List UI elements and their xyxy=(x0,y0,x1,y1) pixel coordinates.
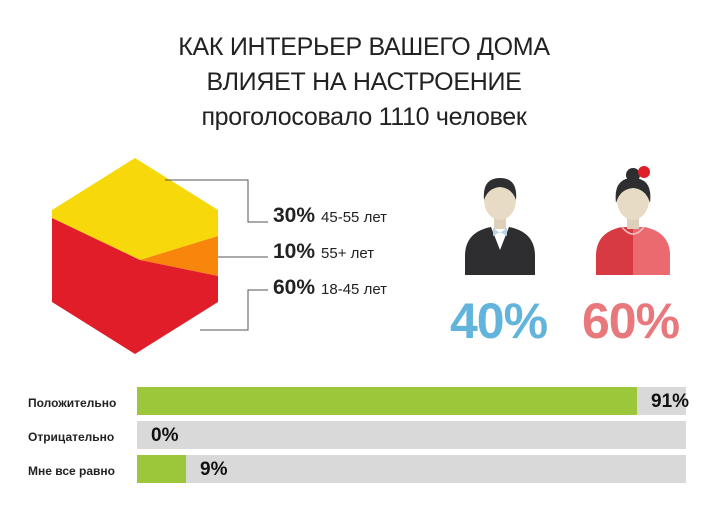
legend-item: 60% 18-45 лет xyxy=(273,276,387,300)
bar-value-positive: 91% xyxy=(651,391,690,412)
woman-icon xyxy=(596,166,670,275)
legend-label: 18-45 лет xyxy=(321,281,388,298)
slice-55-plus xyxy=(140,236,218,276)
male-percent: 40% xyxy=(450,293,548,349)
legend-pct: 60% xyxy=(273,276,316,299)
bar-label-positive: Положительно xyxy=(28,396,117,410)
title-line-1: КАК ИНТЕРЬЕР ВАШЕГО ДОМА xyxy=(178,33,550,61)
bar-value-negative: 0% xyxy=(151,425,179,446)
man-icon xyxy=(465,178,535,275)
title-line-2: ВЛИЯЕТ НА НАСТРОЕНИЕ xyxy=(206,68,522,96)
legend-item: 10% 55+ лет xyxy=(273,240,374,264)
bar-fill-positive xyxy=(137,387,637,415)
legend-pct: 10% xyxy=(273,240,316,263)
legend-label: 45-55 лет xyxy=(321,209,388,226)
slice-18-45 xyxy=(52,218,218,354)
bar-value-indifferent: 9% xyxy=(200,459,228,480)
legend-item: 30% 45-55 лет xyxy=(273,204,387,228)
bar-fill-indifferent xyxy=(137,455,186,483)
slice-45-55 xyxy=(52,158,218,260)
bar-label-negative: Отрицательно xyxy=(28,430,115,444)
bar-track-negative: 0% xyxy=(137,421,686,449)
chart-title: КАК ИНТЕРЬЕР ВАШЕГО ДОМА ВЛИЯЕТ НА НАСТР… xyxy=(0,30,728,135)
female-percent: 60% xyxy=(582,293,680,349)
title-line-3: проголосовало 1110 человек xyxy=(201,103,527,131)
legend-pct: 30% xyxy=(273,204,316,227)
leader-line-1 xyxy=(165,179,268,223)
bar-track-positive: 91% xyxy=(137,387,690,415)
bar-label-indifferent: Мне все равно xyxy=(28,464,115,478)
bar-track-indifferent: 9% xyxy=(137,455,686,483)
leader-line-3 xyxy=(200,289,268,331)
legend-label: 55+ лет xyxy=(321,245,375,262)
